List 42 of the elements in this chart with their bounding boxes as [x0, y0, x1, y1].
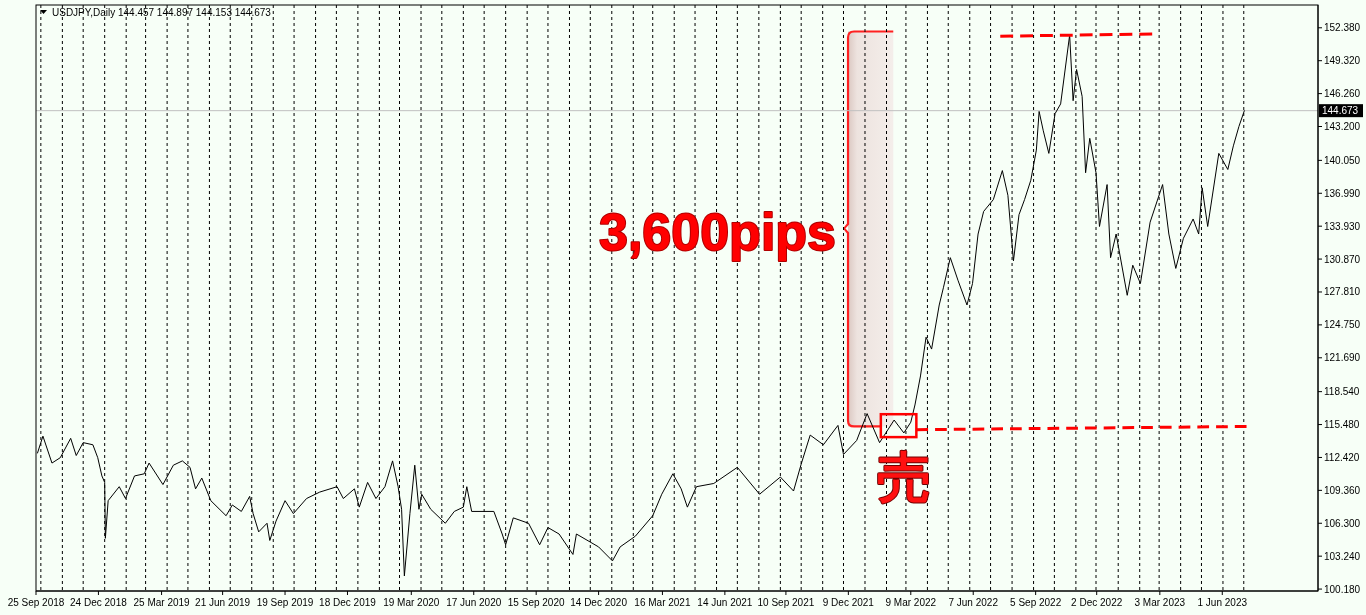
y-tick-label: 103.240 — [1324, 550, 1361, 562]
x-tick-label: 21 Jun 2019 — [195, 597, 251, 608]
x-tick-label: 10 Sep 2021 — [757, 597, 815, 608]
chart-title: USDJPY,Daily 144.457 144.897 144.153 144.673 — [52, 7, 272, 18]
x-tick-label: 15 Sep 2020 — [507, 597, 565, 608]
x-tick-label: 17 Jun 2020 — [446, 597, 502, 608]
x-tick-label: 7 Jun 2022 — [948, 597, 999, 608]
y-tick-label: 112.420 — [1324, 451, 1360, 463]
x-tick-label: 14 Dec 2020 — [570, 597, 628, 608]
y-tick-label: 118.540 — [1324, 386, 1360, 398]
y-tick-label: 127.810 — [1324, 286, 1361, 298]
x-tick-label: 24 Dec 2018 — [70, 597, 128, 608]
x-tick-label: 25 Mar 2019 — [133, 597, 191, 608]
x-tick-label: 9 Dec 2021 — [822, 597, 875, 608]
y-tick-label: 152.380 — [1324, 22, 1361, 34]
y-tick-label: 130.870 — [1324, 253, 1361, 265]
annotation: 売 — [876, 445, 931, 509]
y-tick-label: 115.480 — [1324, 419, 1360, 431]
y-tick-label: 136.990 — [1324, 187, 1361, 199]
y-tick-label: 124.750 — [1324, 319, 1361, 331]
ref-line-label: 144.673 — [1322, 105, 1359, 117]
y-tick-label: 146.260 — [1324, 88, 1361, 100]
y-tick-label: 149.320 — [1324, 55, 1361, 67]
x-tick-label: 14 Jun 2021 — [697, 597, 753, 608]
x-tick-label: 5 Sep 2022 — [1010, 597, 1062, 608]
annotation: 3,600pips — [599, 203, 837, 262]
x-tick-label: 1 Jun 2023 — [1197, 597, 1248, 608]
y-tick-label: 100.180 — [1324, 583, 1361, 595]
y-tick-label: 140.050 — [1324, 154, 1361, 166]
x-tick-label: 2 Dec 2022 — [1071, 597, 1123, 608]
x-tick-label: 16 Mar 2021 — [634, 597, 691, 608]
y-tick-label: 109.360 — [1324, 484, 1361, 496]
x-tick-label: 9 Mar 2022 — [885, 597, 937, 608]
y-tick-label: 133.930 — [1324, 220, 1361, 232]
x-tick-label: 19 Sep 2019 — [256, 597, 314, 608]
y-tick-label: 143.200 — [1324, 121, 1361, 132]
y-tick-label: 106.300 — [1324, 517, 1361, 529]
x-tick-label: 25 Sep 2018 — [7, 597, 65, 608]
y-tick-label: 121.690 — [1324, 352, 1361, 364]
x-tick-label: 18 Dec 2019 — [319, 597, 377, 608]
x-tick-label: 3 Mar 2023 — [1134, 597, 1186, 608]
x-tick-label: 19 Mar 2020 — [383, 597, 440, 608]
